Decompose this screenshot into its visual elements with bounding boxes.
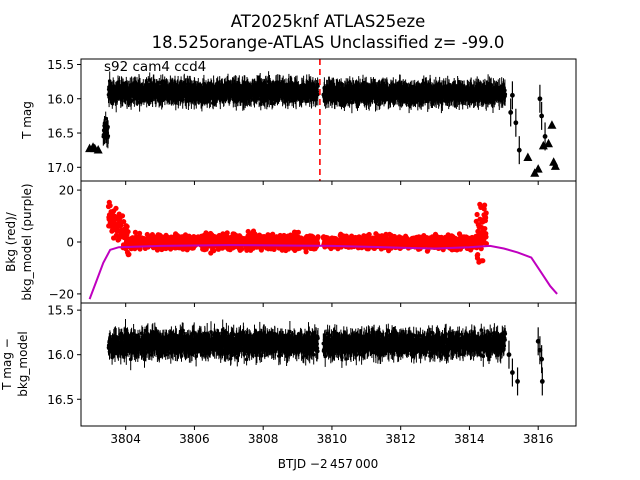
middle-plot-area	[88, 199, 558, 300]
middle-bkg-point	[125, 229, 131, 235]
top-extra-point	[516, 147, 522, 153]
top-y-tick-label: 16.0	[47, 92, 74, 106]
top-data-point	[316, 84, 320, 88]
top-y-ticks: 15.5 16.0 16.5 17.0	[47, 58, 81, 175]
top-extra-point	[539, 113, 545, 119]
middle-bkg-point	[124, 224, 130, 230]
chart-title-line1: AT2025knf ATLAS25eze	[231, 12, 426, 31]
middle-bkg-point	[113, 205, 119, 211]
top-data-point	[106, 134, 111, 138]
middle-bkg-point	[239, 246, 245, 252]
middle-bkg-point	[224, 230, 230, 236]
middle-bkg-point	[303, 249, 309, 255]
top-y-tick-label: 16.5	[47, 127, 74, 141]
top-data-point	[129, 98, 134, 103]
middle-bkg-point	[107, 203, 113, 209]
top-extra-point	[513, 120, 519, 126]
middle-bkg-point	[118, 222, 124, 228]
top-data-point	[270, 101, 274, 106]
middle-bkg-point	[137, 246, 143, 252]
middle-bkg-point	[271, 246, 277, 252]
top-extra-point	[537, 96, 543, 102]
top-upper-limit-marker	[544, 138, 553, 148]
middle-bkg-point	[132, 229, 138, 235]
top-plot-area	[85, 59, 560, 181]
top-data-point	[503, 92, 508, 96]
top-extra-point	[542, 134, 548, 139]
top-upper-limit-marker	[547, 120, 557, 129]
top-y-tick-label: 17.0	[47, 161, 74, 175]
top-data-point	[103, 116, 108, 121]
chart-title-line2: 18.525orange-ATLAS Unclassified z= -99.0	[152, 33, 505, 52]
middle-bkg-point	[119, 213, 126, 219]
top-data-point	[316, 92, 320, 97]
top-upper-limit-marker	[93, 144, 103, 154]
top-upper-limit-marker	[550, 161, 560, 170]
middle-bkg-point	[137, 230, 143, 236]
panel-middle: 200−20 Bkg (red)/ bkg_model (purple)	[4, 180, 577, 307]
panel-top: 15.5 16.0 16.5 17.0 s92 cam4 ccd4 T mag	[20, 58, 577, 185]
top-data-point	[106, 125, 110, 129]
top-upper-limit-marker	[523, 152, 533, 162]
middle-bkg-point	[121, 219, 127, 225]
top-data-point	[257, 97, 261, 101]
top-extra-point	[508, 110, 514, 115]
middle-bkg-point	[211, 248, 217, 254]
top-x-ticks	[125, 181, 539, 185]
top-annotation: s92 cam4 ccd4	[104, 59, 206, 75]
top-y-tick-label: 15.5	[47, 58, 74, 72]
top-ylabel: T mag	[20, 101, 34, 140]
top-upper-limit-marker	[533, 164, 543, 173]
middle-bkg-point	[126, 251, 132, 257]
top-extra-point	[510, 92, 515, 98]
middle-bkg-point	[258, 247, 264, 253]
middle-bkg-point	[295, 229, 301, 235]
